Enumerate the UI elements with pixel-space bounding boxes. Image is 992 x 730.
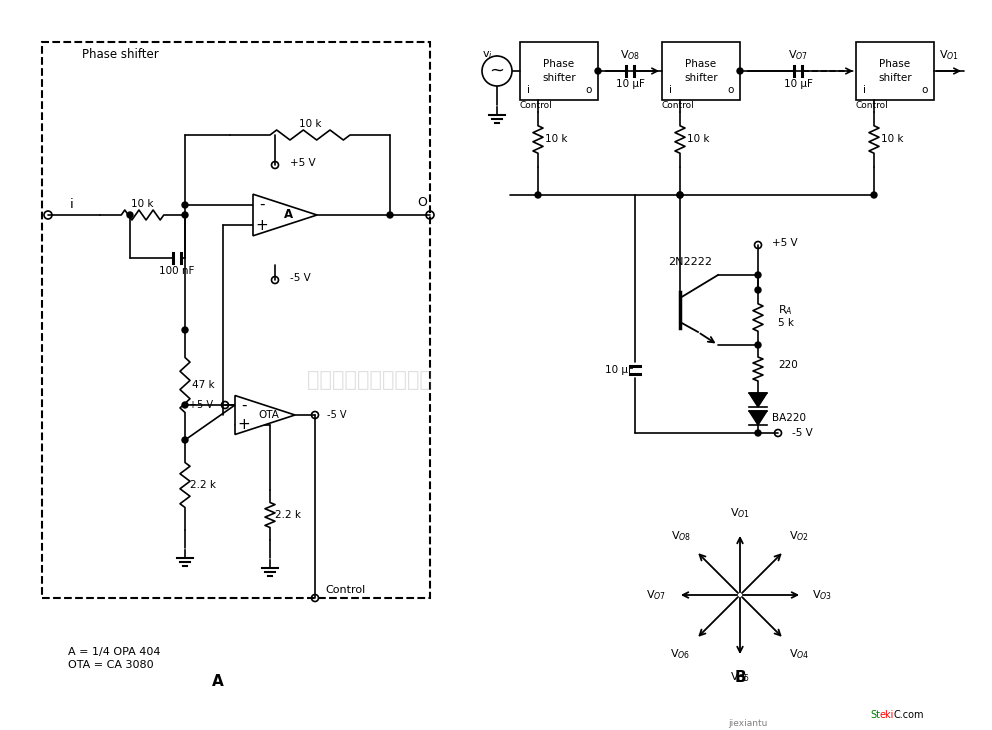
Text: V$_{O2}$: V$_{O2}$ [790, 529, 809, 542]
Text: o: o [586, 85, 592, 95]
Text: 100 nF: 100 nF [160, 266, 194, 276]
Text: 杭州将睿科技有限公司: 杭州将睿科技有限公司 [308, 370, 433, 390]
Text: v$_i$: v$_i$ [481, 49, 492, 61]
Text: O: O [417, 196, 427, 210]
Text: i: i [863, 85, 866, 95]
Text: i: i [670, 85, 673, 95]
Text: +5 V: +5 V [772, 238, 798, 248]
Circle shape [755, 287, 761, 293]
Text: i: i [528, 85, 531, 95]
Circle shape [871, 192, 877, 198]
Text: 10 k: 10 k [299, 119, 321, 129]
Text: V$_{O8}$: V$_{O8}$ [671, 529, 690, 542]
Text: 10 k: 10 k [881, 134, 904, 145]
Text: OTA: OTA [259, 410, 280, 420]
Text: V$_{O6}$: V$_{O6}$ [671, 648, 690, 661]
Text: V$_{O1}$: V$_{O1}$ [939, 48, 959, 62]
Text: Phase: Phase [544, 59, 574, 69]
Circle shape [387, 212, 393, 218]
Circle shape [482, 56, 512, 86]
Circle shape [595, 68, 601, 74]
Text: 47 k: 47 k [191, 380, 214, 390]
Text: 2N2222: 2N2222 [668, 257, 712, 267]
Text: V$_{O3}$: V$_{O3}$ [812, 588, 832, 602]
Circle shape [182, 212, 188, 218]
Text: -: - [241, 398, 247, 412]
Text: +: + [238, 418, 250, 432]
Text: ~: ~ [489, 62, 505, 80]
Circle shape [182, 202, 188, 208]
Polygon shape [749, 411, 767, 425]
Text: +5 V: +5 V [290, 158, 315, 168]
Text: shifter: shifter [684, 73, 718, 83]
Text: Phase shifter: Phase shifter [82, 48, 159, 61]
Text: V$_{O5}$: V$_{O5}$ [730, 670, 750, 684]
Circle shape [677, 192, 683, 198]
Bar [856, 42, 934, 100]
Circle shape [737, 68, 743, 74]
Text: 2.2 k: 2.2 k [190, 480, 216, 490]
Text: B: B [734, 670, 746, 685]
Text: V$_{O4}$: V$_{O4}$ [790, 648, 809, 661]
Text: 10 μF: 10 μF [616, 79, 645, 89]
Text: shifter: shifter [543, 73, 575, 83]
Text: i: i [70, 199, 73, 212]
Text: 10 k: 10 k [686, 134, 709, 145]
Text: Phase: Phase [685, 59, 716, 69]
Bar [520, 42, 598, 100]
Text: o: o [728, 85, 734, 95]
Text: R$_A$: R$_A$ [778, 303, 793, 317]
Text: Control: Control [325, 585, 365, 595]
Polygon shape [749, 393, 767, 407]
Text: V$_{O8}$: V$_{O8}$ [620, 48, 640, 62]
Text: 220: 220 [778, 360, 798, 370]
Circle shape [182, 327, 188, 333]
Bar [42, 42, 430, 598]
Circle shape [182, 437, 188, 443]
Text: +: + [256, 218, 269, 233]
Circle shape [127, 212, 133, 218]
Circle shape [182, 402, 188, 408]
Text: -5 V: -5 V [290, 273, 310, 283]
Text: 10 μF: 10 μF [604, 365, 634, 375]
Text: BA220: BA220 [772, 413, 806, 423]
Text: shifter: shifter [878, 73, 912, 83]
Bar [662, 42, 740, 100]
Text: C.com: C.com [893, 710, 924, 720]
Text: -: - [259, 197, 265, 212]
Text: Phase: Phase [880, 59, 911, 69]
Circle shape [755, 430, 761, 436]
Circle shape [755, 342, 761, 348]
Circle shape [535, 192, 541, 198]
Text: A: A [285, 209, 294, 221]
Text: V$_{O7}$: V$_{O7}$ [788, 48, 808, 62]
Text: Control: Control [520, 101, 553, 110]
Text: V$_{O1}$: V$_{O1}$ [730, 506, 750, 520]
Text: 10 μF: 10 μF [784, 79, 812, 89]
Text: 10 k: 10 k [545, 134, 567, 145]
Text: 5 k: 5 k [778, 318, 794, 328]
Text: St: St [870, 710, 880, 720]
Text: A = 1/4 OPA 404: A = 1/4 OPA 404 [68, 647, 161, 657]
Text: V$_{O7}$: V$_{O7}$ [646, 588, 666, 602]
Text: -5 V: -5 V [792, 428, 812, 438]
Text: o: o [922, 85, 929, 95]
Circle shape [755, 272, 761, 278]
Text: -5 V: -5 V [327, 410, 346, 420]
Text: Control: Control [856, 101, 889, 110]
Text: jiexiantu: jiexiantu [728, 720, 768, 729]
Text: eki: eki [880, 710, 895, 720]
Polygon shape [235, 396, 295, 434]
Text: A: A [212, 675, 224, 690]
Text: OTA = CA 3080: OTA = CA 3080 [68, 660, 154, 670]
Text: 2.2 k: 2.2 k [275, 510, 301, 520]
Text: 10 k: 10 k [131, 199, 154, 209]
Polygon shape [253, 194, 317, 236]
Text: Control: Control [662, 101, 694, 110]
Text: +5 V: +5 V [189, 400, 213, 410]
Circle shape [677, 192, 683, 198]
